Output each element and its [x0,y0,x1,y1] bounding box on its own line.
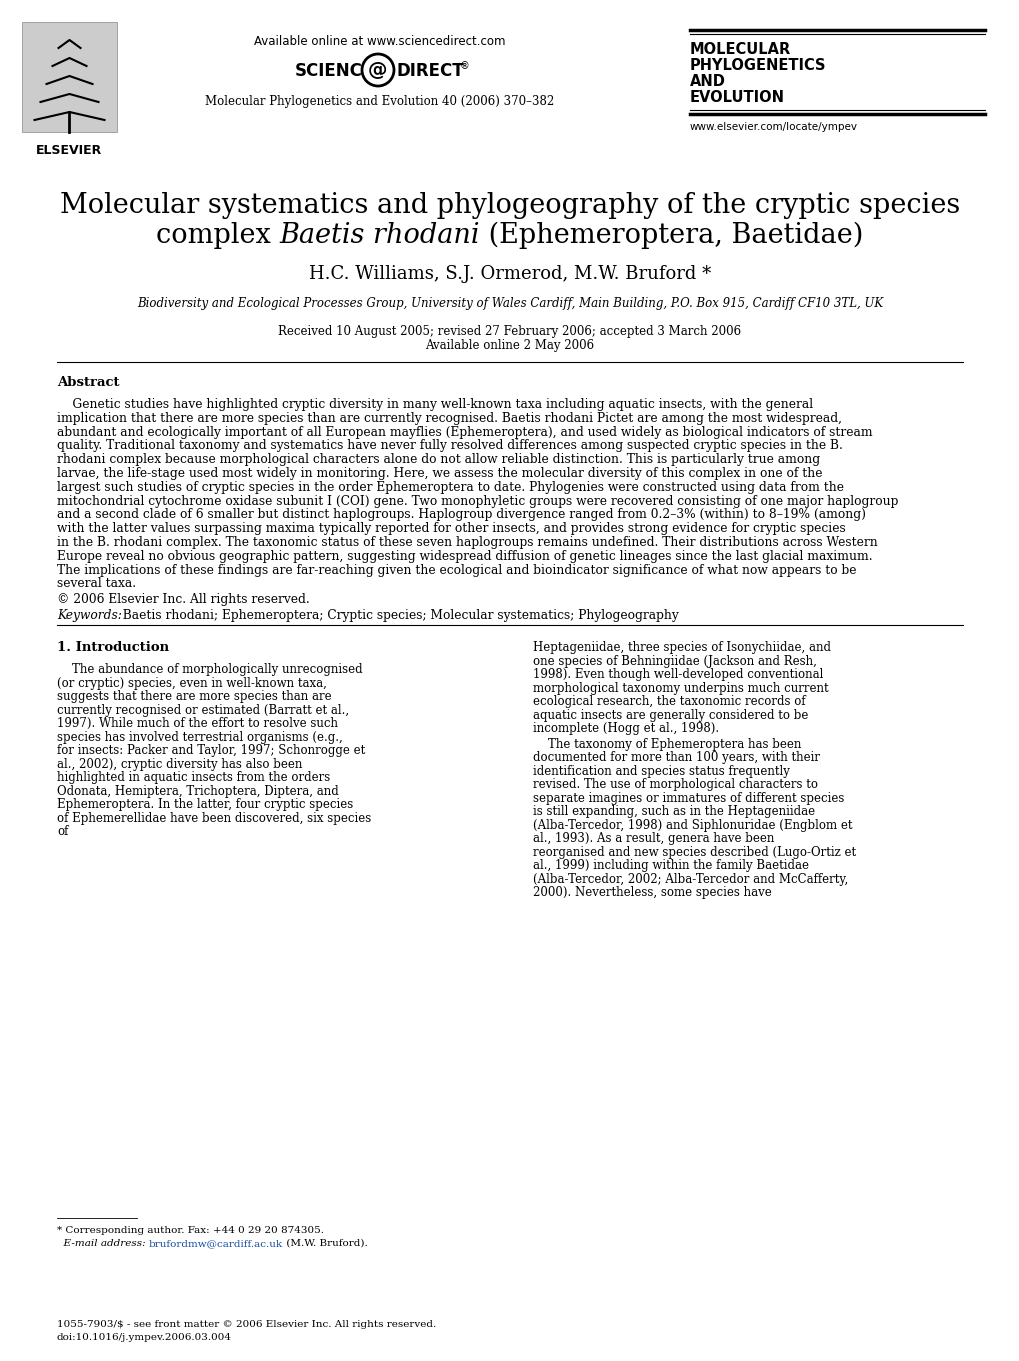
Text: ®: ® [460,61,470,71]
Text: E-mail address:: E-mail address: [57,1239,149,1248]
Text: documented for more than 100 years, with their: documented for more than 100 years, with… [533,751,819,764]
Text: in the B. rhodani complex. The taxonomic status of these seven haplogroups remai: in the B. rhodani complex. The taxonomic… [57,536,877,548]
Text: Biodiversity and Ecological Processes Group, University of Wales Cardiff, Main B: Biodiversity and Ecological Processes Gr… [137,297,882,310]
Text: of: of [57,825,68,838]
Text: quality. Traditional taxonomy and systematics have never fully resolved differen: quality. Traditional taxonomy and system… [57,440,842,452]
Text: SCIENCE: SCIENCE [294,63,374,80]
Text: * Corresponding author. Fax: +44 0 29 20 874305.: * Corresponding author. Fax: +44 0 29 20… [57,1226,324,1234]
Text: highlighted in aquatic insects from the orders: highlighted in aquatic insects from the … [57,772,330,784]
Text: 1998). Even though well-developed conventional: 1998). Even though well-developed conven… [533,668,822,682]
Text: morphological taxonomy underpins much current: morphological taxonomy underpins much cu… [533,682,827,694]
Text: is still expanding, such as in the Heptageniidae: is still expanding, such as in the Hepta… [533,806,814,818]
Text: brufordmw@cardiff.ac.uk: brufordmw@cardiff.ac.uk [149,1239,282,1248]
Text: rhodani complex because morphological characters alone do not allow reliable dis: rhodani complex because morphological ch… [57,453,819,467]
Text: Odonata, Hemiptera, Trichoptera, Diptera, and: Odonata, Hemiptera, Trichoptera, Diptera… [57,785,338,798]
Text: Abstract: Abstract [57,376,119,389]
Text: (Alba-Tercedor, 2002; Alba-Tercedor and McCafferty,: (Alba-Tercedor, 2002; Alba-Tercedor and … [533,872,848,886]
Text: Molecular Phylogenetics and Evolution 40 (2006) 370–382: Molecular Phylogenetics and Evolution 40… [205,95,554,108]
Text: Europe reveal no obvious geographic pattern, suggesting widespread diffusion of : Europe reveal no obvious geographic patt… [57,550,872,563]
Text: mitochondrial cytochrome oxidase subunit I (COI) gene. Two monophyletic groups w: mitochondrial cytochrome oxidase subunit… [57,494,898,508]
Text: The abundance of morphologically unrecognised: The abundance of morphologically unrecog… [57,663,363,676]
Text: al., 2002), cryptic diversity has also been: al., 2002), cryptic diversity has also b… [57,758,302,770]
Text: 2000). Nevertheless, some species have: 2000). Nevertheless, some species have [533,886,771,900]
Text: larvae, the life-stage used most widely in monitoring. Here, we assess the molec: larvae, the life-stage used most widely … [57,467,821,480]
Text: The taxonomy of Ephemeroptera has been: The taxonomy of Ephemeroptera has been [533,738,801,751]
Text: largest such studies of cryptic species in the order Ephemeroptera to date. Phyl: largest such studies of cryptic species … [57,480,843,494]
Text: The implications of these findings are far-reaching given the ecological and bio: The implications of these findings are f… [57,563,856,577]
Text: Received 10 August 2005; revised 27 February 2006; accepted 3 March 2006: Received 10 August 2005; revised 27 Febr… [278,325,741,338]
Text: © 2006 Elsevier Inc. All rights reserved.: © 2006 Elsevier Inc. All rights reserved… [57,593,310,606]
Text: al., 1999) including within the family Baetidae: al., 1999) including within the family B… [533,859,808,872]
Text: reorganised and new species described (Lugo-Ortiz et: reorganised and new species described (L… [533,845,855,859]
Text: @: @ [368,60,387,79]
Text: ELSEVIER: ELSEVIER [37,144,103,157]
Text: Genetic studies have highlighted cryptic diversity in many well-known taxa inclu: Genetic studies have highlighted cryptic… [57,397,812,411]
Text: (M.W. Bruford).: (M.W. Bruford). [282,1239,368,1248]
Text: implication that there are more species than are currently recognised. Baetis rh: implication that there are more species … [57,412,841,425]
Text: 1055-7903/$ - see front matter © 2006 Elsevier Inc. All rights reserved.: 1055-7903/$ - see front matter © 2006 El… [57,1320,436,1328]
Text: H.C. Williams, S.J. Ormerod, M.W. Bruford *: H.C. Williams, S.J. Ormerod, M.W. Brufor… [309,265,710,283]
Text: EVOLUTION: EVOLUTION [689,90,785,105]
Text: www.elsevier.com/locate/ympev: www.elsevier.com/locate/ympev [689,122,857,132]
Text: Available online at www.sciencedirect.com: Available online at www.sciencedirect.co… [254,35,505,48]
Text: with the latter values surpassing maxima typically reported for other insects, a: with the latter values surpassing maxima… [57,523,845,535]
Text: complex: complex [156,222,279,249]
Text: AND: AND [689,73,726,88]
Text: 1. Introduction: 1. Introduction [57,641,169,655]
Text: Baetis rhodani; Ephemeroptera; Cryptic species; Molecular systematics; Phylogeog: Baetis rhodani; Ephemeroptera; Cryptic s… [115,610,678,622]
Text: abundant and ecologically important of all European mayflies (Ephemeroptera), an: abundant and ecologically important of a… [57,426,872,438]
Text: Baetis rhodani: Baetis rhodani [279,222,480,249]
Text: al., 1993). As a result, genera have been: al., 1993). As a result, genera have bee… [533,832,773,845]
Text: revised. The use of morphological characters to: revised. The use of morphological charac… [533,778,817,791]
Text: (Alba-Tercedor, 1998) and Siphlonuridae (Engblom et: (Alba-Tercedor, 1998) and Siphlonuridae … [533,819,852,832]
Text: PHYLOGENETICS: PHYLOGENETICS [689,59,825,73]
Text: MOLECULAR: MOLECULAR [689,42,791,57]
Text: currently recognised or estimated (Barratt et al.,: currently recognised or estimated (Barra… [57,704,348,717]
Text: one species of Behningiidae (Jackson and Resh,: one species of Behningiidae (Jackson and… [533,655,816,668]
Text: (Ephemeroptera, Baetidae): (Ephemeroptera, Baetidae) [480,222,863,249]
Text: and a second clade of 6 smaller but distinct haplogroups. Haplogroup divergence : and a second clade of 6 smaller but dist… [57,509,865,521]
Text: Available online 2 May 2006: Available online 2 May 2006 [425,339,594,352]
Text: incomplete (Hogg et al., 1998).: incomplete (Hogg et al., 1998). [533,723,718,735]
Text: aquatic insects are generally considered to be: aquatic insects are generally considered… [533,709,808,721]
Text: Ephemeroptera. In the latter, four cryptic species: Ephemeroptera. In the latter, four crypt… [57,798,353,811]
Text: ecological research, the taxonomic records of: ecological research, the taxonomic recor… [533,695,805,708]
Text: several taxa.: several taxa. [57,577,136,591]
Text: DIRECT: DIRECT [396,63,465,80]
Text: identification and species status frequently: identification and species status freque… [533,765,789,777]
Text: suggests that there are more species than are: suggests that there are more species tha… [57,690,331,704]
Text: species has involved terrestrial organisms (e.g.,: species has involved terrestrial organis… [57,731,342,743]
Text: separate imagines or immatures of different species: separate imagines or immatures of differ… [533,792,844,804]
Text: Molecular systematics and phylogeography of the cryptic species: Molecular systematics and phylogeography… [60,192,959,219]
Text: of Ephemerellidae have been discovered, six species: of Ephemerellidae have been discovered, … [57,811,371,825]
Text: Keywords:: Keywords: [57,610,121,622]
Text: for insects: Packer and Taylor, 1997; Schonrogge et: for insects: Packer and Taylor, 1997; Sc… [57,744,365,757]
Text: (or cryptic) species, even in well-known taxa,: (or cryptic) species, even in well-known… [57,676,326,690]
Text: doi:10.1016/j.ympev.2006.03.004: doi:10.1016/j.ympev.2006.03.004 [57,1332,231,1342]
Text: 1997). While much of the effort to resolve such: 1997). While much of the effort to resol… [57,717,337,731]
Text: Heptageniidae, three species of Isonychiidae, and: Heptageniidae, three species of Isonychi… [533,641,830,655]
Bar [22,22,117,132]
Circle shape [362,54,393,86]
